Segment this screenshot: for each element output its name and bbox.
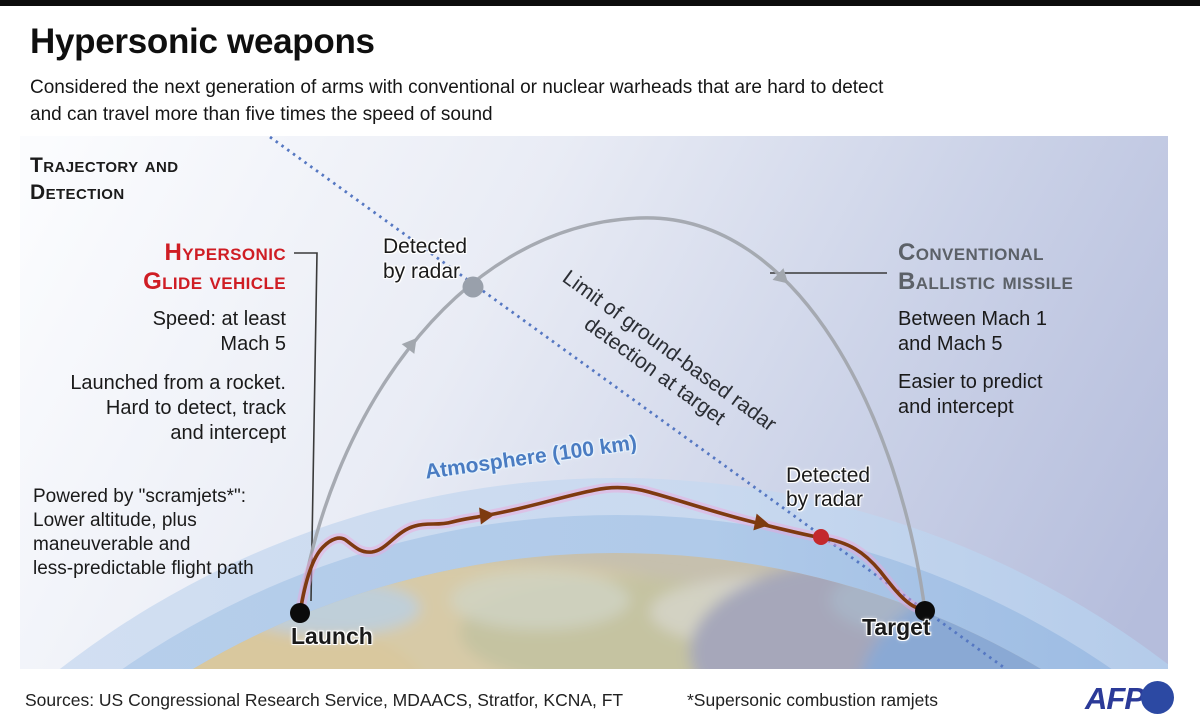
subtitle-line-2: and can travel more than five times the … [30, 104, 493, 125]
detected2-line-1: Detected [786, 464, 871, 487]
scramjet-footnote: *Supersonic combustion ramjets [687, 690, 938, 710]
detected2-line-2: by radar [786, 488, 864, 511]
section-label-line-2: Detection [30, 181, 125, 204]
detected-by-radar-label-ballistic: Detected by radar [383, 234, 467, 284]
scramjet-line-3: maneuverable and [33, 534, 191, 555]
ballistic-desc-line-2: and intercept [898, 396, 1014, 418]
hgv-title-line-2: Glide vehicle [143, 268, 286, 295]
afp-logo-circle-icon [1141, 681, 1174, 714]
footer: Sources: US Congressional Research Servi… [0, 669, 1200, 726]
page-title: Hypersonic weapons [30, 22, 375, 61]
scramjet-line-1: Powered by "scramjets*": [33, 486, 247, 507]
ballistic-description: Easier to predict and intercept [898, 370, 1043, 420]
hgv-title-line-1: Hypersonic [164, 239, 286, 266]
top-black-bar [0, 0, 1200, 6]
detected-by-radar-label-hgv: Detected by radar [786, 464, 870, 512]
ballistic-desc-line-1: Easier to predict [898, 371, 1043, 393]
ballistic-title-line-2: Ballistic missile [898, 268, 1074, 295]
detected1-line-1: Detected [383, 235, 468, 258]
hgv-desc-line-3: and intercept [170, 422, 286, 444]
afp-logo-text: AFP [1085, 681, 1145, 716]
ballistic-speed: Between Mach 1 and Mach 5 [898, 307, 1047, 357]
hgv-description: Launched from a rocket. Hard to detect, … [30, 371, 286, 446]
subtitle-line-1: Considered the next generation of arms w… [30, 77, 884, 98]
hgv-title: Hypersonic Glide vehicle [30, 238, 286, 296]
section-label-line-1: Trajectory and [30, 154, 179, 177]
ballistic-title: Conventional Ballistic missile [898, 238, 1073, 296]
ballistic-title-line-1: Conventional [898, 239, 1044, 266]
scramjet-line-4: less-predictable flight path [33, 558, 254, 579]
hgv-speed-line-1: Speed: at least [152, 308, 286, 330]
hgv-scramjet-note: Powered by "scramjets*": Lower altitude,… [33, 485, 254, 581]
hgv-desc-line-2: Hard to detect, track [105, 397, 286, 419]
hgv-desc-line-1: Launched from a rocket. [70, 372, 286, 394]
hgv-speed: Speed: at least Mach 5 [30, 307, 286, 357]
ballistic-speed-line-2: and Mach 5 [898, 333, 1003, 355]
target-label: Target [862, 614, 931, 640]
section-label: Trajectory and Detection [30, 152, 178, 206]
sources-credit: Sources: US Congressional Research Servi… [25, 690, 624, 710]
detected1-line-2: by radar [383, 260, 461, 283]
ballistic-speed-line-1: Between Mach 1 [898, 308, 1047, 330]
hgv-speed-line-2: Mach 5 [220, 333, 286, 355]
scramjet-line-2: Lower altitude, plus [33, 510, 197, 531]
launch-label: Launch [291, 623, 373, 649]
